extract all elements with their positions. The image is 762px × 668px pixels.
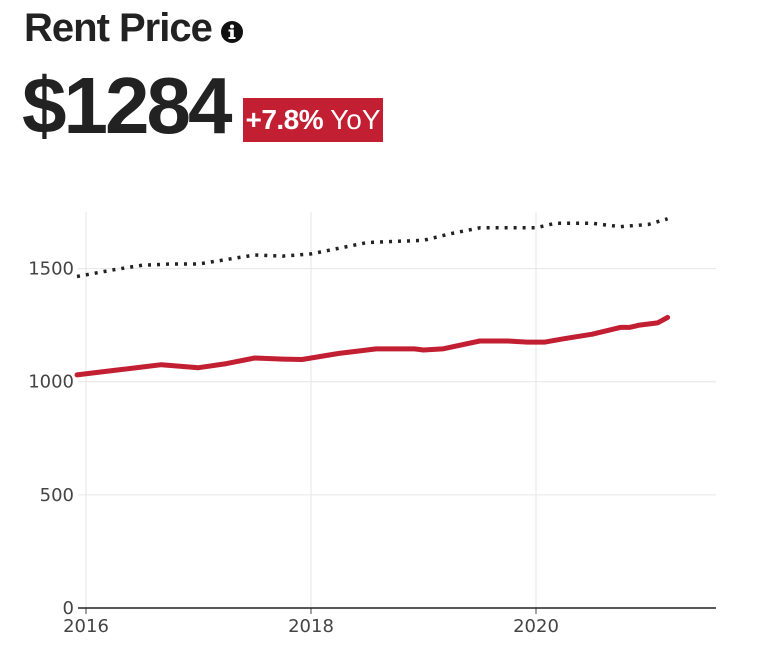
axes: 0 500 1000 1500 2016 2018 2020 <box>28 259 716 637</box>
y-tick-label: 0 <box>63 598 74 619</box>
grid <box>78 212 716 608</box>
info-icon[interactable] <box>220 20 244 44</box>
y-tick-label: 1000 <box>28 372 74 393</box>
series-line-solid <box>74 314 671 378</box>
y-tick-label: 1500 <box>28 259 74 280</box>
x-tick-label: 2018 <box>288 616 334 637</box>
y-tick-label: 500 <box>40 485 74 506</box>
yoy-change-badge: +7.8% YoY <box>243 98 383 142</box>
yoy-change-suffix: YoY <box>330 104 381 135</box>
series-line-dotted <box>76 217 669 279</box>
page-title: Rent Price <box>24 6 213 50</box>
x-tick-label: 2016 <box>63 616 109 637</box>
x-tick-label: 2020 <box>513 616 559 637</box>
title-row: Rent Price <box>24 6 244 51</box>
series <box>74 217 671 378</box>
headline-row: $1284 +7.8% YoY <box>22 62 383 150</box>
rent-price-chart: 0 500 1000 1500 2016 2018 2020 <box>28 212 716 637</box>
yoy-change-value: +7.8% <box>245 104 324 135</box>
current-price: $1284 <box>22 61 232 150</box>
